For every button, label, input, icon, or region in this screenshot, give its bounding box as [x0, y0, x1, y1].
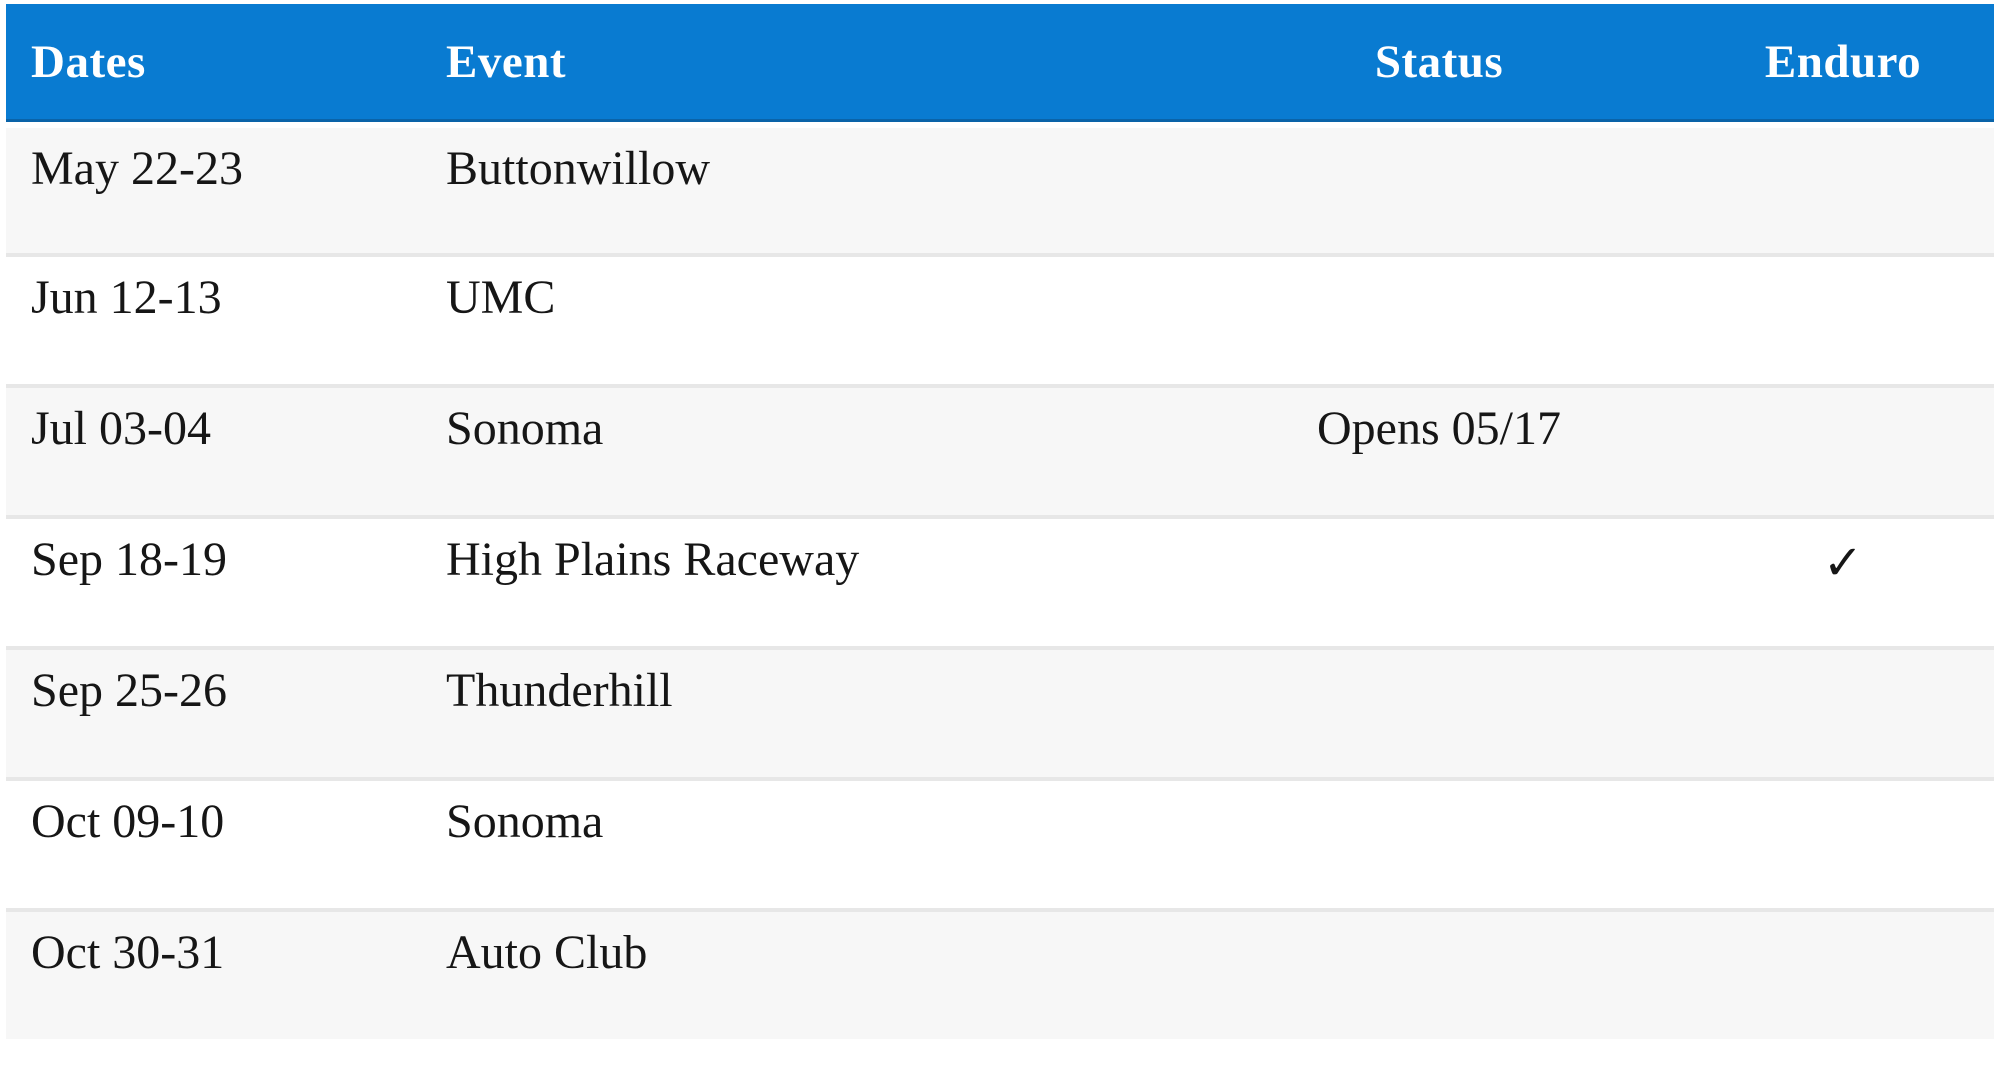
cell-event: Thunderhill [421, 646, 1186, 777]
table-body: May 22-23 Buttonwillow Jun 12-13 UMC Jul… [6, 122, 1994, 1039]
cell-status [1186, 777, 1692, 908]
column-header-event: Event [421, 4, 1186, 122]
cell-dates: Oct 30-31 [6, 908, 421, 1039]
column-header-dates: Dates [6, 4, 421, 122]
cell-enduro-check [1692, 122, 1994, 253]
table-row: May 22-23 Buttonwillow [6, 122, 1994, 253]
cell-dates: Oct 09-10 [6, 777, 421, 908]
cell-event: UMC [421, 253, 1186, 384]
cell-dates: May 22-23 [6, 122, 421, 253]
cell-event: Buttonwillow [421, 122, 1186, 253]
cell-dates: Sep 18-19 [6, 515, 421, 646]
table-row: Sep 25-26 Thunderhill [6, 646, 1994, 777]
cell-enduro-check [1692, 384, 1994, 515]
cell-enduro-check [1692, 253, 1994, 384]
cell-dates: Jul 03-04 [6, 384, 421, 515]
table-row: Oct 09-10 Sonoma [6, 777, 1994, 908]
cell-event: Sonoma [421, 777, 1186, 908]
table-row: Jun 12-13 UMC [6, 253, 1994, 384]
cell-enduro-check [1692, 777, 1994, 908]
cell-event: High Plains Raceway [421, 515, 1186, 646]
cell-status [1186, 646, 1692, 777]
header-row: Dates Event Status Enduro [6, 4, 1994, 122]
column-header-status: Status [1186, 4, 1692, 122]
cell-status [1186, 908, 1692, 1039]
cell-dates: Jun 12-13 [6, 253, 421, 384]
cell-status [1186, 122, 1692, 253]
event-schedule-table: Dates Event Status Enduro May 22-23 Butt… [6, 4, 1994, 1039]
cell-status: Opens 05/17 [1186, 384, 1692, 515]
cell-enduro-check: ✓ [1692, 515, 1994, 646]
column-header-enduro: Enduro [1692, 4, 1994, 122]
cell-status [1186, 515, 1692, 646]
cell-dates: Sep 25-26 [6, 646, 421, 777]
table-row: Jul 03-04 Sonoma Opens 05/17 [6, 384, 1994, 515]
cell-event: Auto Club [421, 908, 1186, 1039]
cell-enduro-check [1692, 908, 1994, 1039]
table-row: Sep 18-19 High Plains Raceway ✓ [6, 515, 1994, 646]
cell-event: Sonoma [421, 384, 1186, 515]
table-row: Oct 30-31 Auto Club [6, 908, 1994, 1039]
table-header: Dates Event Status Enduro [6, 4, 1994, 122]
cell-enduro-check [1692, 646, 1994, 777]
cell-status [1186, 253, 1692, 384]
